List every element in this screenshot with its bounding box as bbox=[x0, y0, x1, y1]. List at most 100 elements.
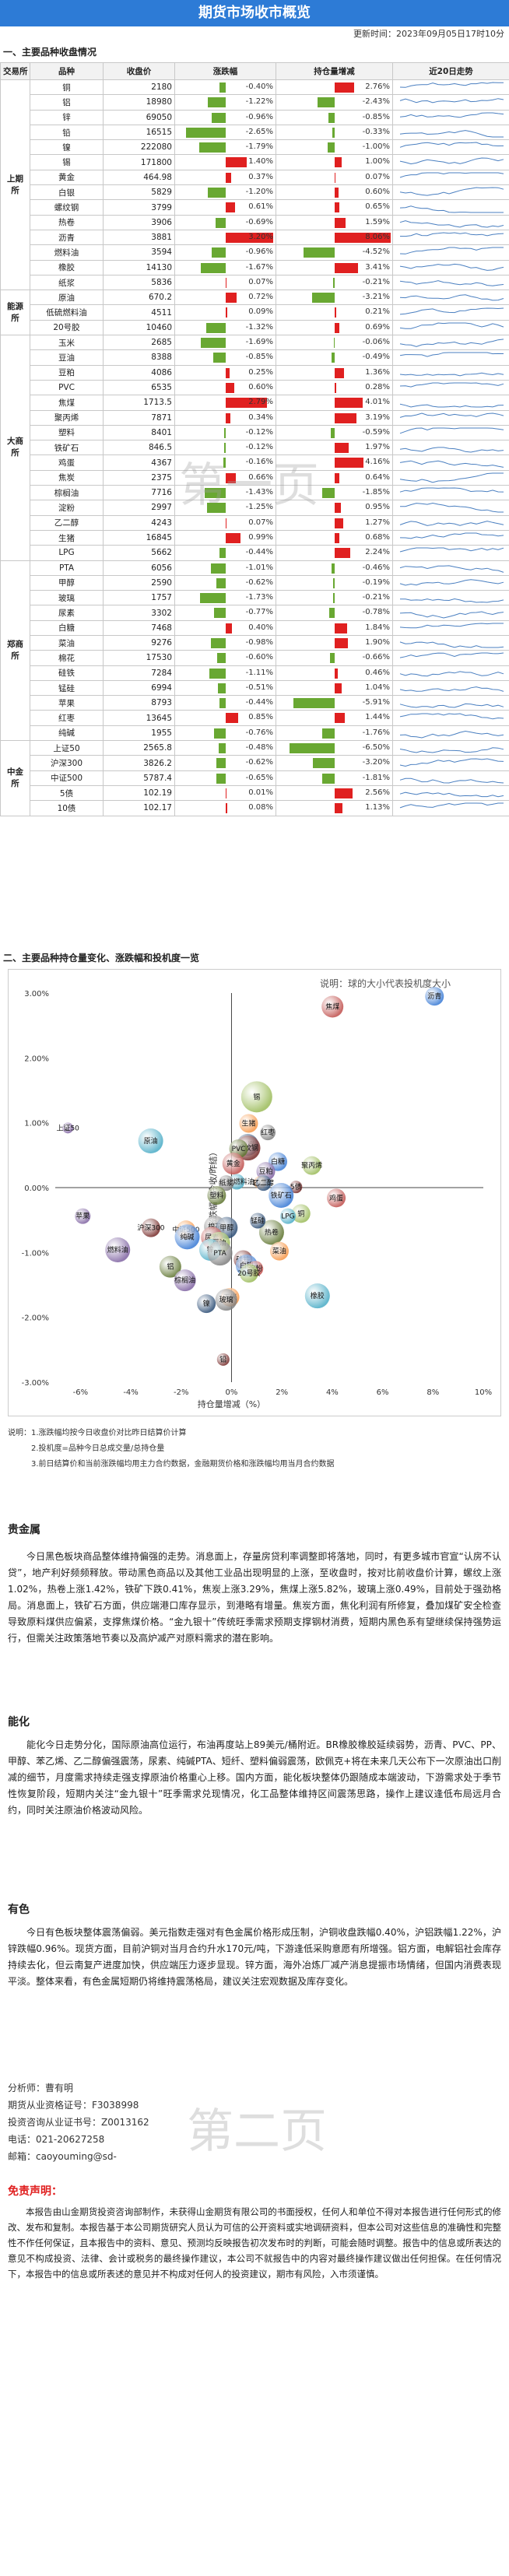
product-name: 铁矿石 bbox=[30, 440, 104, 456]
change-bar-cell: 0.07% bbox=[174, 274, 276, 291]
sparkline-cell bbox=[392, 710, 509, 726]
sparkline-cell bbox=[392, 619, 509, 636]
oi-bar-cell: 0.21% bbox=[276, 304, 393, 321]
change-bar-cell: 0.25% bbox=[174, 364, 276, 381]
table-row: 能源所 原油 670.2 0.72% -3.21% bbox=[0, 290, 509, 336]
change-bar bbox=[226, 202, 235, 213]
bubble bbox=[239, 1114, 258, 1133]
oi-bar-cell: 0.28% bbox=[276, 379, 393, 396]
product-name: 淀粉 bbox=[30, 500, 104, 516]
sparkline bbox=[399, 263, 504, 271]
bubble-label: 20号胶 bbox=[237, 1269, 260, 1278]
bubble bbox=[159, 1255, 181, 1278]
sparkline-line bbox=[399, 427, 504, 434]
sparkline bbox=[399, 280, 504, 286]
oi-bar bbox=[335, 803, 343, 814]
change-value: -1.20% bbox=[245, 188, 273, 197]
sparkline-cell bbox=[392, 244, 509, 261]
change-value: 0.85% bbox=[248, 713, 273, 722]
bubble bbox=[62, 1122, 74, 1134]
close-price: 3594 bbox=[103, 244, 175, 261]
sparkline-cell bbox=[392, 274, 509, 291]
oi-value: -1.85% bbox=[362, 488, 390, 497]
change-bar-cell: -0.96% bbox=[174, 109, 276, 125]
email[interactable]: 邮箱：caoyouming@sd- bbox=[8, 2151, 117, 2162]
bubble-label: 沪深300 bbox=[137, 1223, 164, 1233]
oi-bar bbox=[335, 458, 364, 469]
table-row: 10债 102.17 0.08% 1.13% bbox=[1, 800, 509, 816]
oi-value: 0.21% bbox=[365, 307, 390, 317]
oi-value: 4.16% bbox=[365, 458, 390, 467]
sparkline bbox=[399, 404, 504, 408]
product-name: 棕榈油 bbox=[30, 485, 104, 501]
oi-bar bbox=[335, 188, 339, 198]
product-name: 上证50 bbox=[30, 740, 104, 756]
bubble-label: 锰硅 bbox=[251, 1216, 265, 1226]
oi-bar bbox=[321, 773, 335, 784]
change-bar bbox=[226, 472, 236, 483]
oi-bar-cell: 1.04% bbox=[276, 679, 393, 697]
change-bar bbox=[208, 188, 226, 198]
product-name: 纯碱 bbox=[30, 725, 104, 742]
column-header: 收盘价 bbox=[103, 62, 175, 80]
close-price: 6535 bbox=[103, 379, 175, 396]
change-bar-cell: -0.60% bbox=[174, 650, 276, 666]
bubble-label: 锡 bbox=[253, 1093, 260, 1101]
bubble bbox=[75, 1208, 91, 1224]
oi-value: -0.19% bbox=[362, 577, 390, 587]
change-value: -1.11% bbox=[245, 668, 273, 677]
change-value: -0.12% bbox=[245, 427, 273, 437]
sparkline bbox=[399, 157, 504, 164]
oi-bar bbox=[318, 97, 335, 108]
change-value: -0.62% bbox=[245, 577, 273, 587]
close-price: 2685 bbox=[103, 335, 175, 351]
change-bar bbox=[207, 97, 226, 108]
sparkline-line bbox=[399, 280, 504, 286]
bubble-label: 白糖 bbox=[271, 1157, 285, 1167]
sparkline-cell bbox=[392, 800, 509, 816]
oi-bar-cell: 1.59% bbox=[276, 214, 393, 230]
oi-value: 1.97% bbox=[365, 443, 390, 452]
change-bar bbox=[223, 458, 226, 469]
table-row: 螺纹钢 3799 0.61% 0.65% bbox=[1, 199, 509, 216]
product-name: PTA bbox=[30, 560, 104, 576]
sparkline-line bbox=[399, 404, 504, 408]
table-row: 铅 16515 -2.65% -0.33% bbox=[1, 124, 509, 141]
report-title: 期货市场收市概览 bbox=[198, 5, 311, 21]
column-header: 持仓量增减 bbox=[276, 62, 393, 80]
change-bar-cell: -0.77% bbox=[174, 605, 276, 621]
change-bar bbox=[207, 503, 226, 514]
close-price: 5836 bbox=[103, 274, 175, 291]
oi-bar bbox=[335, 202, 339, 213]
bubble-label: 玻璃 bbox=[219, 1295, 233, 1304]
sparkline bbox=[399, 322, 504, 329]
close-price: 8793 bbox=[103, 695, 175, 711]
bubble bbox=[174, 1224, 200, 1250]
change-bar bbox=[226, 412, 231, 423]
change-bar-cell: -1.69% bbox=[174, 335, 276, 351]
bubble-label: 上证50 bbox=[56, 1124, 79, 1132]
sparkline-cell bbox=[392, 679, 509, 697]
oi-bar-cell: 1.00% bbox=[276, 154, 393, 170]
table-row: LPG 5662 -0.44% 2.24% bbox=[1, 545, 509, 561]
change-value: 0.01% bbox=[248, 788, 273, 797]
sparkline-cell bbox=[392, 395, 509, 411]
change-bar-cell: -0.51% bbox=[174, 679, 276, 697]
table-row: 铝 18980 -1.22% -2.43% bbox=[1, 94, 509, 111]
oi-bar-cell: -1.00% bbox=[276, 139, 393, 156]
bubble-label: 纯碱 bbox=[181, 1232, 195, 1241]
table-row: 棕榈油 7716 -1.43% -1.85% bbox=[1, 485, 509, 501]
close-price: 670.2 bbox=[103, 290, 175, 306]
bubble bbox=[141, 1218, 160, 1237]
sparkline-cell bbox=[392, 199, 509, 216]
column-header: 交易所 bbox=[0, 62, 30, 80]
product-name: 锌 bbox=[30, 109, 104, 125]
bubble bbox=[216, 1353, 230, 1366]
change-bar-cell: 1.40% bbox=[174, 154, 276, 170]
sparkline-line bbox=[399, 802, 504, 809]
change-value: -0.62% bbox=[245, 758, 273, 767]
oi-bar-cell: 3.19% bbox=[276, 409, 393, 426]
oi-bar bbox=[328, 112, 335, 123]
bubble bbox=[260, 1125, 276, 1141]
change-bar bbox=[204, 488, 226, 499]
